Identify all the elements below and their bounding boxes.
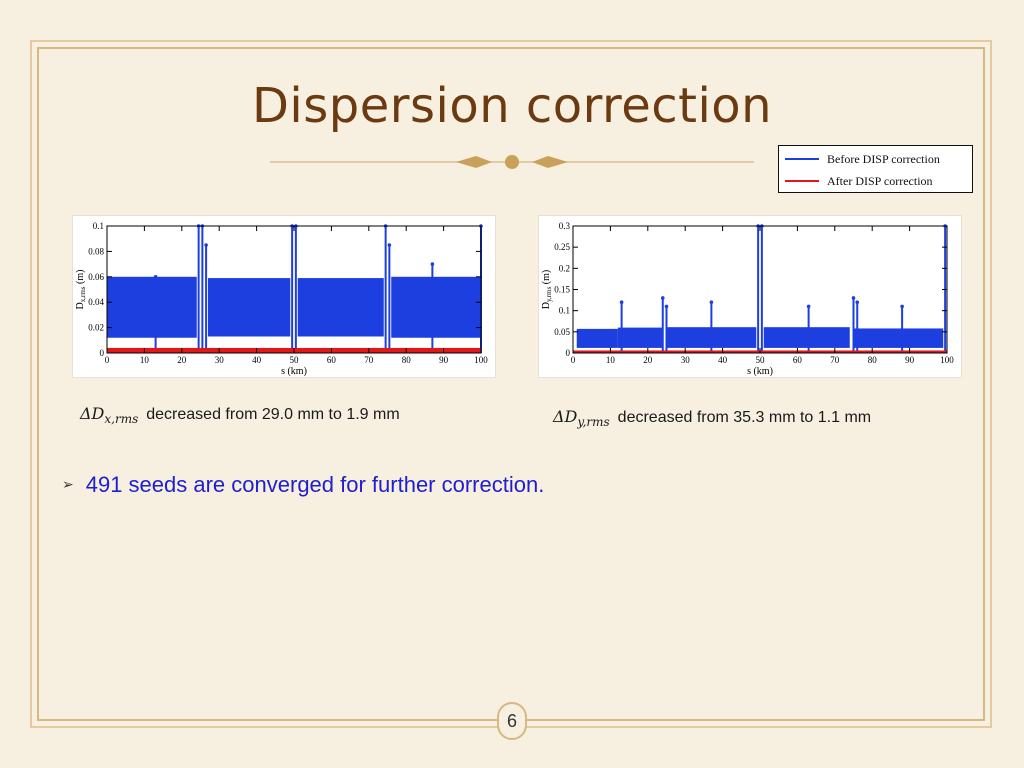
- c0-xtick-label6: 60: [327, 355, 337, 365]
- chart-legend: Before DISP correction After DISP correc…: [778, 145, 973, 193]
- c0-xtick-label5: 50: [290, 355, 300, 365]
- c1-xtick-label6: 60: [793, 355, 803, 365]
- chart-panel-dx: 0 10 20 30 40 50 60 70 80 90 100 0 0.02 0.04 0.06 0.08 0…: [72, 215, 496, 378]
- legend-label-before: Before DISP correction: [827, 151, 940, 166]
- c0-ytick-label5: 0.1: [93, 221, 104, 231]
- c0-xtick-label0: 0: [105, 355, 110, 365]
- chart-dy-rms: 0 10 20 30 40 50 60 70 80 90 100 0 0.05 0.1 0.15 0.2 0.2…: [541, 221, 954, 377]
- c1-xtick-label4: 40: [718, 355, 728, 365]
- c1-ytick-label2: 0.1: [559, 306, 570, 316]
- c0-ytick-label0: 0: [100, 348, 105, 358]
- caption-dx-symbol: ΔDx,rms: [80, 404, 139, 427]
- c0-ytick-label3: 0.06: [88, 272, 104, 282]
- c0-series0-spike-marker8: [430, 262, 435, 266]
- c1-series0-band0: [576, 328, 618, 348]
- c0-series0-spike-marker3: [204, 243, 208, 247]
- c0-xlabel: s (km): [281, 366, 307, 377]
- c1-ytick-label0: 0: [566, 348, 571, 358]
- c0-xtick-label10: 100: [474, 355, 488, 365]
- c0-ytick-label4: 0.08: [88, 246, 104, 256]
- c0-xtick-label8: 80: [402, 355, 412, 365]
- c1-xtick-label5: 50: [756, 355, 766, 365]
- c1-series0-band4: [853, 328, 944, 348]
- legend-entry-after: After DISP correction: [785, 171, 933, 191]
- bullet-text: 491 seeds are converged for further corr…: [85, 472, 545, 497]
- c1-xtick-label2: 20: [643, 355, 653, 365]
- c0-series0-band0: [107, 276, 197, 338]
- c1-ytick-label4: 0.2: [559, 263, 570, 273]
- legend-swatch-blue: [785, 158, 819, 160]
- slide-title: Dispersion correction: [251, 78, 773, 134]
- c1-series0-spike-marker1: [660, 296, 665, 300]
- legend-entry-before: Before DISP correction: [785, 149, 940, 169]
- c1-ytick-label5: 0.25: [554, 242, 570, 252]
- c1-series0-band3: [763, 327, 850, 348]
- c0-series0-band1: [207, 278, 291, 337]
- c1-ytick-label3: 0.15: [554, 285, 570, 295]
- c1-series0-spike-marker2: [664, 304, 669, 309]
- chart-panel-dy: 0 10 20 30 40 50 60 70 80 90 100 0 0.05 0.1 0.15 0.2 0.2…: [538, 215, 962, 378]
- c1-series0-spike-marker6: [806, 304, 811, 309]
- c1-ytick-label1: 0.05: [554, 327, 570, 337]
- legend-label-after: After DISP correction: [827, 173, 933, 188]
- caption-dy-symbol: ΔDy,rms: [553, 407, 610, 430]
- c1-series0-band1: [617, 327, 663, 348]
- c0-xtick-label3: 30: [215, 355, 225, 365]
- c1-xtick-label9: 90: [905, 355, 915, 365]
- c1-xlabel: s (km): [747, 366, 773, 377]
- c0-series0-spike-marker0: [153, 275, 158, 279]
- caption-dy-text: decreased from 35.3 mm to 1.1 mm: [617, 409, 872, 426]
- c0-xtick-label2: 20: [177, 355, 187, 365]
- c1-series0-spike-marker3: [709, 300, 714, 304]
- c0-ylabel: Dx,rms (m): [75, 270, 87, 310]
- c1-xtick-label3: 30: [681, 355, 691, 365]
- bullet-item: ➢ 491 seeds are converged for further co…: [62, 472, 544, 498]
- c0-ytick-label2: 0.04: [88, 297, 104, 307]
- c0-series0-band2: [297, 278, 384, 337]
- c1-xtick-label0: 0: [571, 355, 576, 365]
- c1-series0-spike-marker8: [855, 300, 860, 304]
- c1-ylabel: Dy,rms (m): [541, 270, 553, 309]
- c1-series0-spike-marker7: [851, 296, 856, 300]
- caption-dy: ΔDy,rms decreased from 35.3 mm to 1.1 mm: [553, 407, 871, 429]
- c1-xtick-label7: 70: [830, 355, 840, 365]
- c0-xtick-label4: 40: [252, 355, 262, 365]
- c0-series0-band3: [391, 276, 481, 338]
- caption-dx: ΔDx,rms decreased from 29.0 mm to 1.9 mm: [80, 404, 400, 426]
- title-divider-ornament: [270, 155, 754, 169]
- c1-series0-spike-marker0: [619, 300, 624, 304]
- chart-dx-rms: 0 10 20 30 40 50 60 70 80 90 100 0 0.02 0.04 0.06 0.08 0…: [75, 221, 488, 377]
- c0-xtick-label9: 90: [439, 355, 449, 365]
- c1-ytick-label6: 0.3: [559, 221, 571, 231]
- page-number: 6: [497, 702, 527, 740]
- c0-ytick-label1: 0.02: [88, 323, 104, 333]
- c1-xtick-label8: 80: [868, 355, 878, 365]
- c1-xtick-label10: 100: [940, 355, 954, 365]
- c1-xtick-label1: 10: [606, 355, 616, 365]
- c0-xtick-label1: 10: [140, 355, 150, 365]
- c0-series0-spike-marker7: [387, 243, 392, 247]
- bullet-arrow-icon: ➢: [62, 477, 74, 493]
- c0-xtick-label7: 70: [364, 355, 374, 365]
- legend-swatch-red: [785, 180, 819, 182]
- c1-series0-spike-marker9: [900, 304, 904, 309]
- caption-dx-text: decreased from 29.0 mm to 1.9 mm: [146, 406, 400, 423]
